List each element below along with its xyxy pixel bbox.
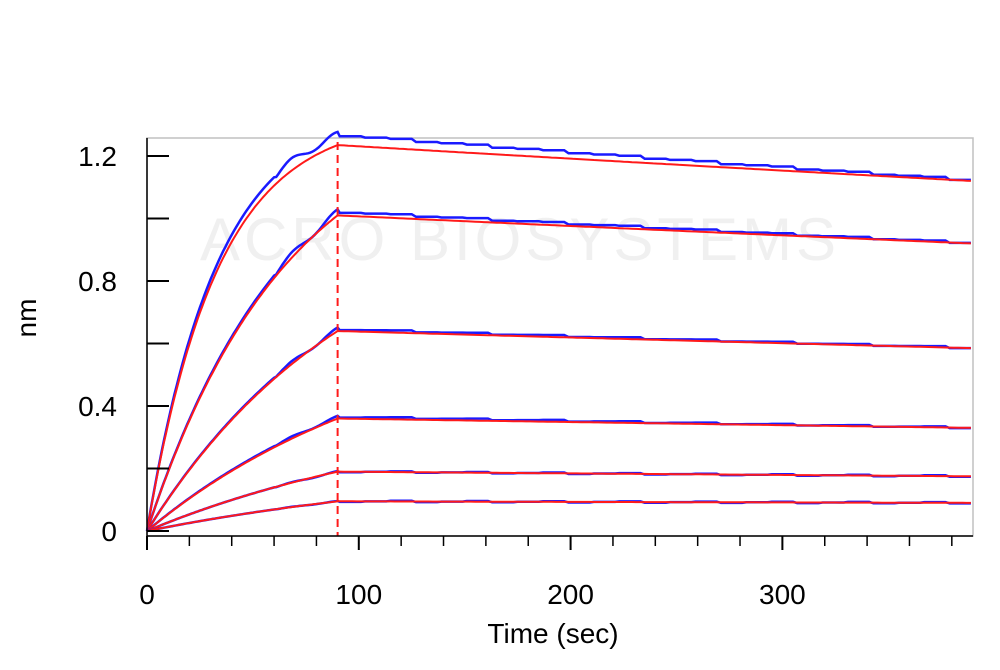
measured-line-6 [146, 499, 971, 533]
y-tick-label: 0.4 [78, 391, 117, 422]
curves [145, 130, 971, 533]
y-tick-label: 0 [101, 516, 117, 547]
x-tick-label: 0 [139, 579, 155, 610]
x-tick-label: 100 [335, 579, 382, 610]
measured-line-1 [145, 130, 971, 532]
fit-line-2 [146, 214, 971, 532]
fit-line-5 [146, 470, 971, 532]
watermark-text: ACRO BIOSYSTEMS [200, 206, 840, 273]
fit-line-4 [146, 417, 971, 532]
watermark: ACRO BIOSYSTEMS [200, 206, 840, 273]
fit-line-3 [146, 329, 971, 532]
fit-line-6 [146, 500, 971, 532]
x-axis-title: Time (sec) [487, 618, 618, 649]
y-tick-label: 0.8 [78, 266, 117, 297]
fit-line-1 [146, 144, 971, 532]
y-axis-title: nm [11, 299, 42, 338]
x-tick-label: 300 [759, 579, 806, 610]
axes: 0 0.4 0.8 1.2 0 100 200 300 [78, 138, 973, 610]
y-tick-label: 1.2 [78, 141, 117, 172]
x-tick-label: 200 [547, 579, 594, 610]
